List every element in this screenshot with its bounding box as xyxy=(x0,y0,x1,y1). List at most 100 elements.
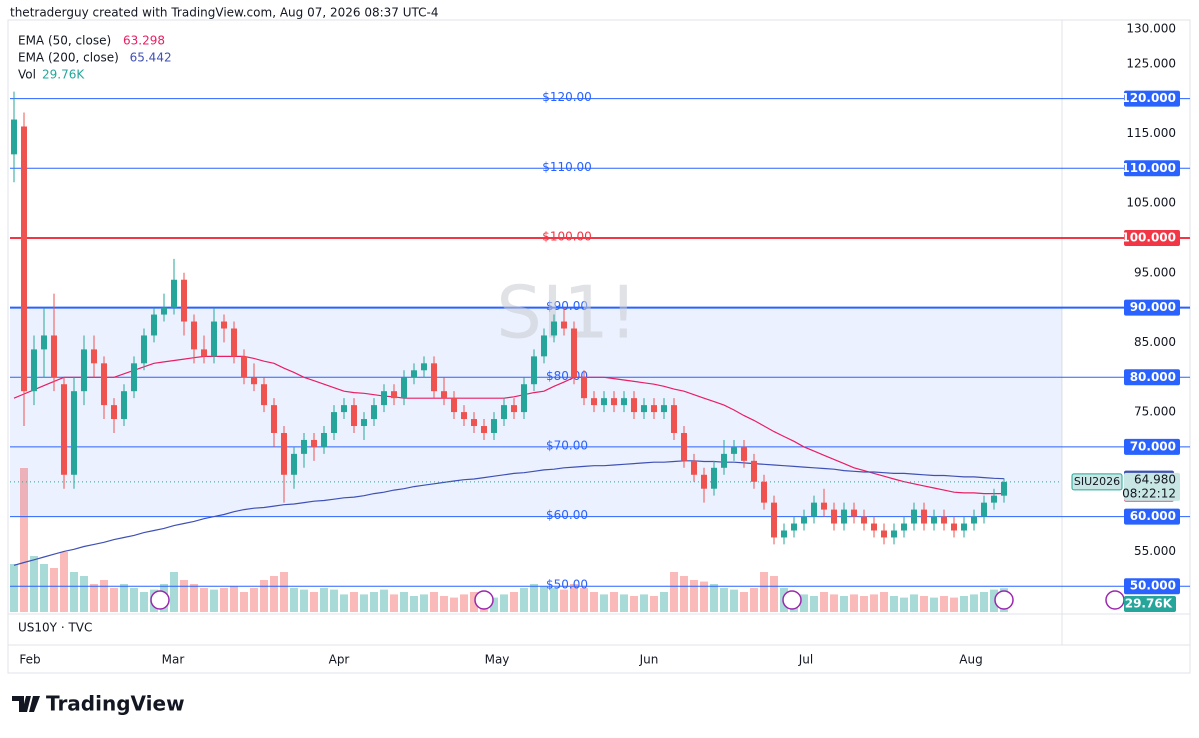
axis-badge xyxy=(1124,578,1180,595)
axis-badge-label: 70.000 xyxy=(1130,439,1176,453)
y-tick-label: 115.000 xyxy=(1126,126,1176,140)
volume-bar xyxy=(190,584,198,612)
volume-bar xyxy=(680,576,688,612)
volume-bar xyxy=(240,592,248,612)
last-price-label: 64.980 xyxy=(1134,472,1176,486)
axis-badge-label: 60.000 xyxy=(1130,509,1176,523)
legend-value: 65.442 xyxy=(130,51,172,65)
countdown: 08:22:12 xyxy=(1122,486,1176,500)
volume-bar xyxy=(510,592,518,612)
candle-body xyxy=(91,349,97,364)
volume-bar xyxy=(430,592,438,612)
volume-bar xyxy=(70,572,78,612)
volume-bar xyxy=(380,589,388,612)
candle-body xyxy=(501,405,507,420)
candle-body xyxy=(821,502,827,510)
y-tick-label: 125.000 xyxy=(1126,56,1176,70)
brand: TradingView xyxy=(46,692,185,716)
event-icon[interactable] xyxy=(1105,590,1125,610)
volume-bar xyxy=(610,592,618,612)
candle-body xyxy=(411,370,417,378)
volume-bar xyxy=(530,584,538,612)
volume-bar xyxy=(410,596,418,612)
volume-bar xyxy=(770,576,778,612)
candle-body xyxy=(661,405,667,413)
axis-badge xyxy=(1124,160,1180,177)
volume-bar xyxy=(290,588,298,612)
candle-body xyxy=(581,377,587,399)
volume-bar xyxy=(360,594,368,612)
candle-body xyxy=(631,398,637,413)
candle-body xyxy=(301,439,307,454)
candle-body xyxy=(911,509,917,524)
volume-bar xyxy=(110,588,118,612)
candle-body xyxy=(851,509,857,517)
volume-bar xyxy=(830,594,838,612)
candle-body xyxy=(711,467,717,489)
candle-body xyxy=(441,391,447,399)
volume-bar xyxy=(960,596,968,612)
legend-name: Vol xyxy=(18,68,36,82)
event-icon[interactable] xyxy=(150,590,170,610)
volume-bar xyxy=(60,552,68,612)
candle-body xyxy=(881,530,887,538)
candle-body xyxy=(801,516,807,524)
volume-bar xyxy=(850,594,858,612)
event-icon[interactable] xyxy=(782,590,802,610)
volume-bar xyxy=(210,589,218,612)
candle-body xyxy=(941,516,947,524)
candle-body xyxy=(471,419,477,427)
logo: TradingView xyxy=(12,692,185,716)
volume-bar xyxy=(670,572,678,612)
level-label: $80.00 xyxy=(546,369,588,383)
level-label: $120.00 xyxy=(542,90,592,104)
volume-bar xyxy=(340,594,348,612)
candle-body xyxy=(141,335,147,364)
candle-body xyxy=(861,516,867,524)
volume-bar xyxy=(560,589,568,612)
price-tag xyxy=(1124,472,1180,501)
volume-bar xyxy=(80,576,88,612)
candle-body xyxy=(451,398,457,413)
candle-body xyxy=(161,307,167,315)
volume-bar xyxy=(650,596,658,612)
volume-bar xyxy=(440,596,448,612)
candle-body xyxy=(751,460,757,482)
candle-body xyxy=(621,398,627,406)
candle-body xyxy=(841,509,847,524)
volume-bar xyxy=(990,589,998,612)
candle-body xyxy=(241,356,247,378)
candle-body xyxy=(271,405,277,433)
x-tick-label: Mar xyxy=(162,653,185,667)
candle-body xyxy=(901,523,907,531)
candle-body xyxy=(611,398,617,406)
candle-body xyxy=(891,530,897,538)
y-tick-label: 85.000 xyxy=(1134,335,1176,349)
candle-body xyxy=(961,523,967,531)
candle-body xyxy=(131,363,137,392)
event-icon[interactable] xyxy=(474,590,494,610)
candle-body xyxy=(251,377,257,385)
candle-body xyxy=(11,119,17,155)
volume-bar xyxy=(330,589,338,612)
volume-bar xyxy=(910,594,918,612)
candle-body xyxy=(171,279,177,308)
candle-body xyxy=(391,391,397,399)
candle-body xyxy=(671,405,677,433)
event-icon[interactable] xyxy=(994,590,1014,610)
candle-body xyxy=(981,502,987,517)
symbol-label: SIU2026 xyxy=(1074,475,1120,488)
axis-badge xyxy=(1124,369,1180,386)
x-tick-label: Feb xyxy=(19,653,40,667)
candle-body xyxy=(51,335,57,378)
volume-bar xyxy=(720,588,728,612)
volume-bar xyxy=(520,588,528,612)
x-tick-label: May xyxy=(485,653,510,667)
legend-value: 29.76K xyxy=(42,68,85,82)
volume-bar xyxy=(200,588,208,612)
candle-body xyxy=(741,446,747,461)
volume-badge-label: 29.76K xyxy=(1125,597,1173,611)
x-tick-label: Jun xyxy=(639,653,659,667)
volume-bar xyxy=(470,592,478,612)
